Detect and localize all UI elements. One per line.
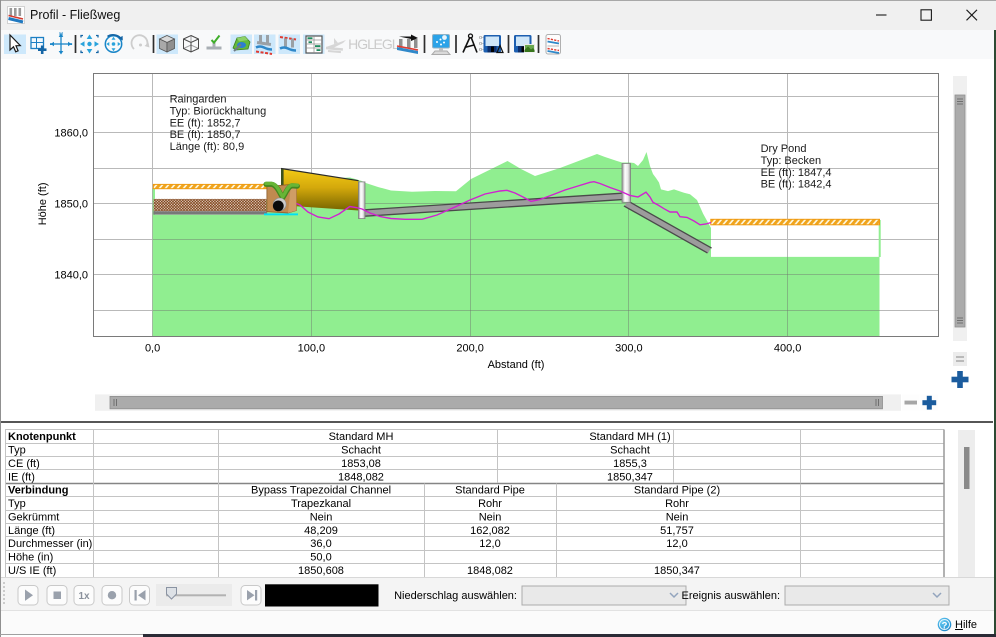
svg-text:1850,347: 1850,347 — [654, 565, 700, 577]
svg-text:Rohr: Rohr — [478, 498, 502, 510]
svg-text:Länge (ft): 80,9: Länge (ft): 80,9 — [170, 141, 245, 153]
svg-text:Niederschlag auswählen:: Niederschlag auswählen: — [394, 590, 517, 602]
svg-text:Nein: Nein — [666, 511, 689, 523]
svg-text:Standard MH (1): Standard MH (1) — [589, 431, 670, 443]
svg-text:1840,0: 1840,0 — [54, 269, 88, 281]
svg-text:Knotenpunkt: Knotenpunkt — [8, 431, 76, 443]
svg-text:EE (ft): 1852,7: EE (ft): 1852,7 — [170, 117, 241, 129]
svg-text:Schacht: Schacht — [341, 445, 381, 457]
svg-text:1x: 1x — [78, 591, 90, 602]
svg-text:400,0: 400,0 — [774, 343, 802, 355]
svg-text:Standard MH: Standard MH — [329, 431, 394, 443]
svg-text:200,0: 200,0 — [456, 343, 484, 355]
svg-text:EE (ft): 1847,4: EE (ft): 1847,4 — [761, 167, 832, 179]
svg-text:Schacht: Schacht — [610, 445, 650, 457]
svg-text:Raingarden: Raingarden — [170, 94, 227, 106]
svg-text:48,209: 48,209 — [304, 525, 338, 537]
svg-text:1850,0: 1850,0 — [54, 199, 88, 211]
svg-text:H: H — [59, 32, 63, 38]
svg-text:Typ: Biorückhaltung: Typ: Biorückhaltung — [170, 105, 267, 117]
svg-text:Typ: Typ — [8, 445, 26, 457]
svg-text:Trapezkanal: Trapezkanal — [291, 498, 351, 510]
svg-text:U/S IE (ft): U/S IE (ft) — [8, 565, 56, 577]
svg-text:CE (ft): CE (ft) — [8, 458, 40, 470]
svg-text:Rohr: Rohr — [665, 498, 689, 510]
svg-text:Standard Pipe (2): Standard Pipe (2) — [634, 485, 720, 497]
svg-text:50,0: 50,0 — [310, 552, 331, 564]
svg-text:Verbindung: Verbindung — [8, 485, 69, 497]
svg-text:HGL: HGL — [348, 36, 375, 52]
svg-text:1850,608: 1850,608 — [298, 565, 344, 577]
svg-text:BE (ft): 1842,4: BE (ft): 1842,4 — [761, 179, 832, 191]
svg-text:100,0: 100,0 — [298, 343, 326, 355]
svg-text:300,0: 300,0 — [615, 343, 643, 355]
svg-text:Bypass Trapezoidal Channel: Bypass Trapezoidal Channel — [251, 485, 391, 497]
svg-text:12,0: 12,0 — [479, 538, 500, 550]
svg-text:Höhe (in): Höhe (in) — [8, 552, 53, 564]
svg-text:EGL: EGL — [373, 36, 399, 52]
svg-text:0,0: 0,0 — [145, 343, 160, 355]
svg-text:12,0: 12,0 — [666, 538, 687, 550]
svg-text:1850,347: 1850,347 — [607, 471, 653, 483]
svg-text:Länge (ft): Länge (ft) — [8, 525, 55, 537]
svg-text:?: ? — [942, 620, 948, 631]
svg-text:BE (ft): 1850,7: BE (ft): 1850,7 — [170, 129, 241, 141]
svg-text:1848,082: 1848,082 — [338, 471, 384, 483]
svg-text:Typ: Becken: Typ: Becken — [761, 155, 822, 167]
svg-text:Ereignis auswählen:: Ereignis auswählen: — [682, 590, 780, 602]
svg-text:36,0: 36,0 — [310, 538, 331, 550]
svg-text:Gekrümmt: Gekrümmt — [8, 511, 59, 523]
svg-text:IE (ft): IE (ft) — [8, 471, 35, 483]
svg-text:Standard Pipe: Standard Pipe — [455, 485, 525, 497]
svg-text:51,757: 51,757 — [660, 525, 694, 537]
svg-text:Höhe (ft): Höhe (ft) — [37, 183, 49, 226]
svg-text:Abstand (ft): Abstand (ft) — [488, 359, 545, 371]
svg-text:1860,0: 1860,0 — [54, 127, 88, 139]
svg-text:Durchmesser (in): Durchmesser (in) — [8, 538, 92, 550]
svg-text:Nein: Nein — [310, 511, 333, 523]
svg-text:1853,08: 1853,08 — [341, 458, 381, 470]
svg-text:Nein: Nein — [479, 511, 502, 523]
svg-text:1855,3: 1855,3 — [613, 458, 647, 470]
svg-text:Dry Pond: Dry Pond — [761, 143, 807, 155]
svg-text:Typ: Typ — [8, 498, 26, 510]
svg-text:162,082: 162,082 — [470, 525, 510, 537]
svg-text:1848,082: 1848,082 — [467, 565, 513, 577]
